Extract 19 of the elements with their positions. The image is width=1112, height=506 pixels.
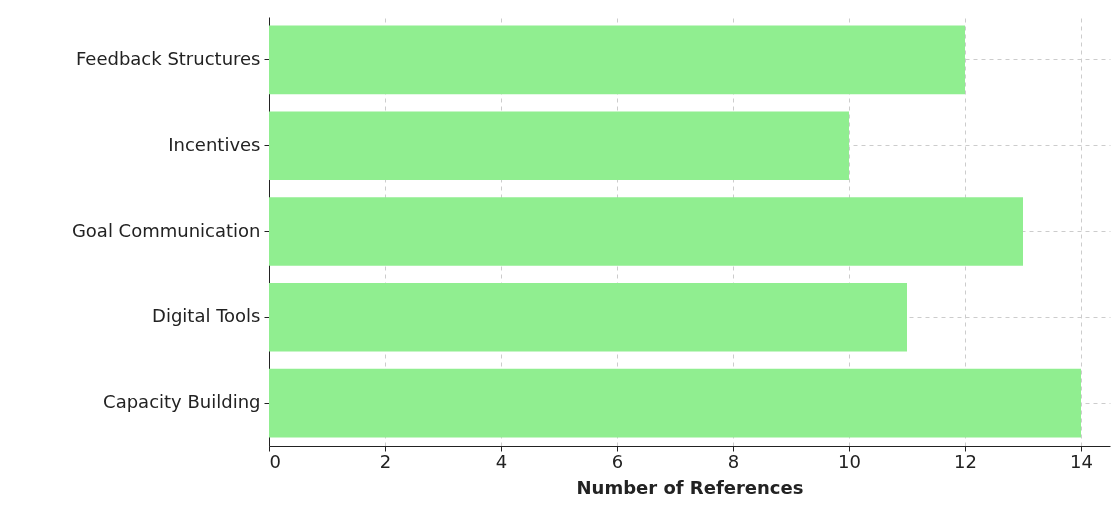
x-tick-label: 6: [611, 450, 624, 472]
x-axis-title: Number of References: [576, 476, 804, 498]
x-tick-label: 0: [269, 450, 281, 472]
bar: [269, 25, 965, 95]
x-tick-label: 12: [954, 450, 977, 472]
y-tick-label: Digital Tools: [152, 305, 261, 327]
bar: [269, 368, 1081, 438]
x-tick-label: 8: [727, 450, 740, 472]
x-tick-label: 2: [379, 450, 392, 472]
bar: [269, 197, 1023, 266]
x-tick-label: 4: [495, 450, 508, 472]
x-tick-label: 10: [838, 450, 861, 472]
y-tick-label: Capacity Building: [103, 391, 261, 413]
bar: [269, 282, 907, 352]
y-tick-label: Feedback Structures: [75, 47, 261, 69]
bar: [269, 111, 849, 181]
y-tick-label: Goal Communication: [71, 219, 261, 241]
y-tick-label: Incentives: [168, 133, 261, 155]
x-tick-label: 14: [1070, 450, 1093, 472]
